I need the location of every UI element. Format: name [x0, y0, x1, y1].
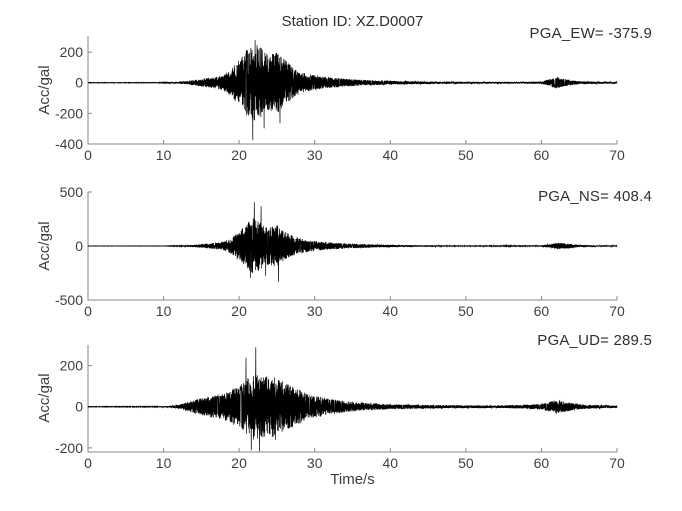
- x-tick-label: 40: [383, 303, 399, 319]
- x-axis-label: Time/s: [330, 471, 375, 488]
- x-tick-label: 70: [609, 455, 625, 471]
- waveform-ns: [87, 201, 618, 282]
- figure-title: Station ID: XZ.D0007: [281, 13, 424, 30]
- x-tick-label: 20: [231, 147, 247, 163]
- pga-ew-value: PGA_EW= -375.9: [529, 25, 652, 42]
- x-tick-label: 70: [609, 303, 625, 319]
- axes-ud: [87, 345, 618, 453]
- x-tick-label: 40: [383, 147, 399, 163]
- x-tick-label: 0: [84, 147, 92, 163]
- x-tick-label: 0: [84, 303, 92, 319]
- x-tick-label: 20: [231, 455, 247, 471]
- x-tick-label: 70: [609, 147, 625, 163]
- x-tick-label: 60: [534, 455, 550, 471]
- y-tick-label: -500: [55, 292, 83, 308]
- x-tick-label: 60: [534, 147, 550, 163]
- pga-ns-value: PGA_NS= 408.4: [538, 188, 652, 205]
- y-tick-label: -400: [55, 136, 83, 152]
- y-tick-label: 500: [60, 184, 84, 200]
- y-tick-label: 0: [75, 238, 83, 254]
- x-tick-label: 30: [307, 455, 323, 471]
- x-tick-label: 50: [458, 147, 474, 163]
- y-tick-label: 200: [60, 44, 84, 60]
- y-tick-label: 0: [75, 399, 83, 415]
- y-tick-label: 0: [75, 75, 83, 91]
- x-tick-label: 50: [458, 303, 474, 319]
- x-tick-label: 30: [307, 147, 323, 163]
- y-axis-label-ns: Acc/gal: [36, 221, 53, 271]
- pga-ud-value: PGA_UD= 289.5: [537, 332, 652, 349]
- waveform-ew: [87, 40, 618, 141]
- x-tick-label: 40: [383, 455, 399, 471]
- x-tick-label: 10: [156, 455, 172, 471]
- x-tick-label: 20: [231, 303, 247, 319]
- x-tick-label: 10: [156, 303, 172, 319]
- y-axis-label-ud: Acc/gal: [36, 373, 53, 423]
- x-tick-label: 10: [156, 147, 172, 163]
- x-tick-label: 60: [534, 303, 550, 319]
- x-tick-label: 0: [84, 455, 92, 471]
- axes-ew: [87, 36, 618, 145]
- y-tick-label: 200: [60, 358, 84, 374]
- y-tick-label: -200: [55, 105, 83, 121]
- y-axis-label-ew: Acc/gal: [36, 65, 53, 115]
- x-tick-label: 30: [307, 303, 323, 319]
- x-tick-label: 50: [458, 455, 474, 471]
- waveform-ud: [87, 347, 618, 452]
- y-tick-label: -200: [55, 440, 83, 456]
